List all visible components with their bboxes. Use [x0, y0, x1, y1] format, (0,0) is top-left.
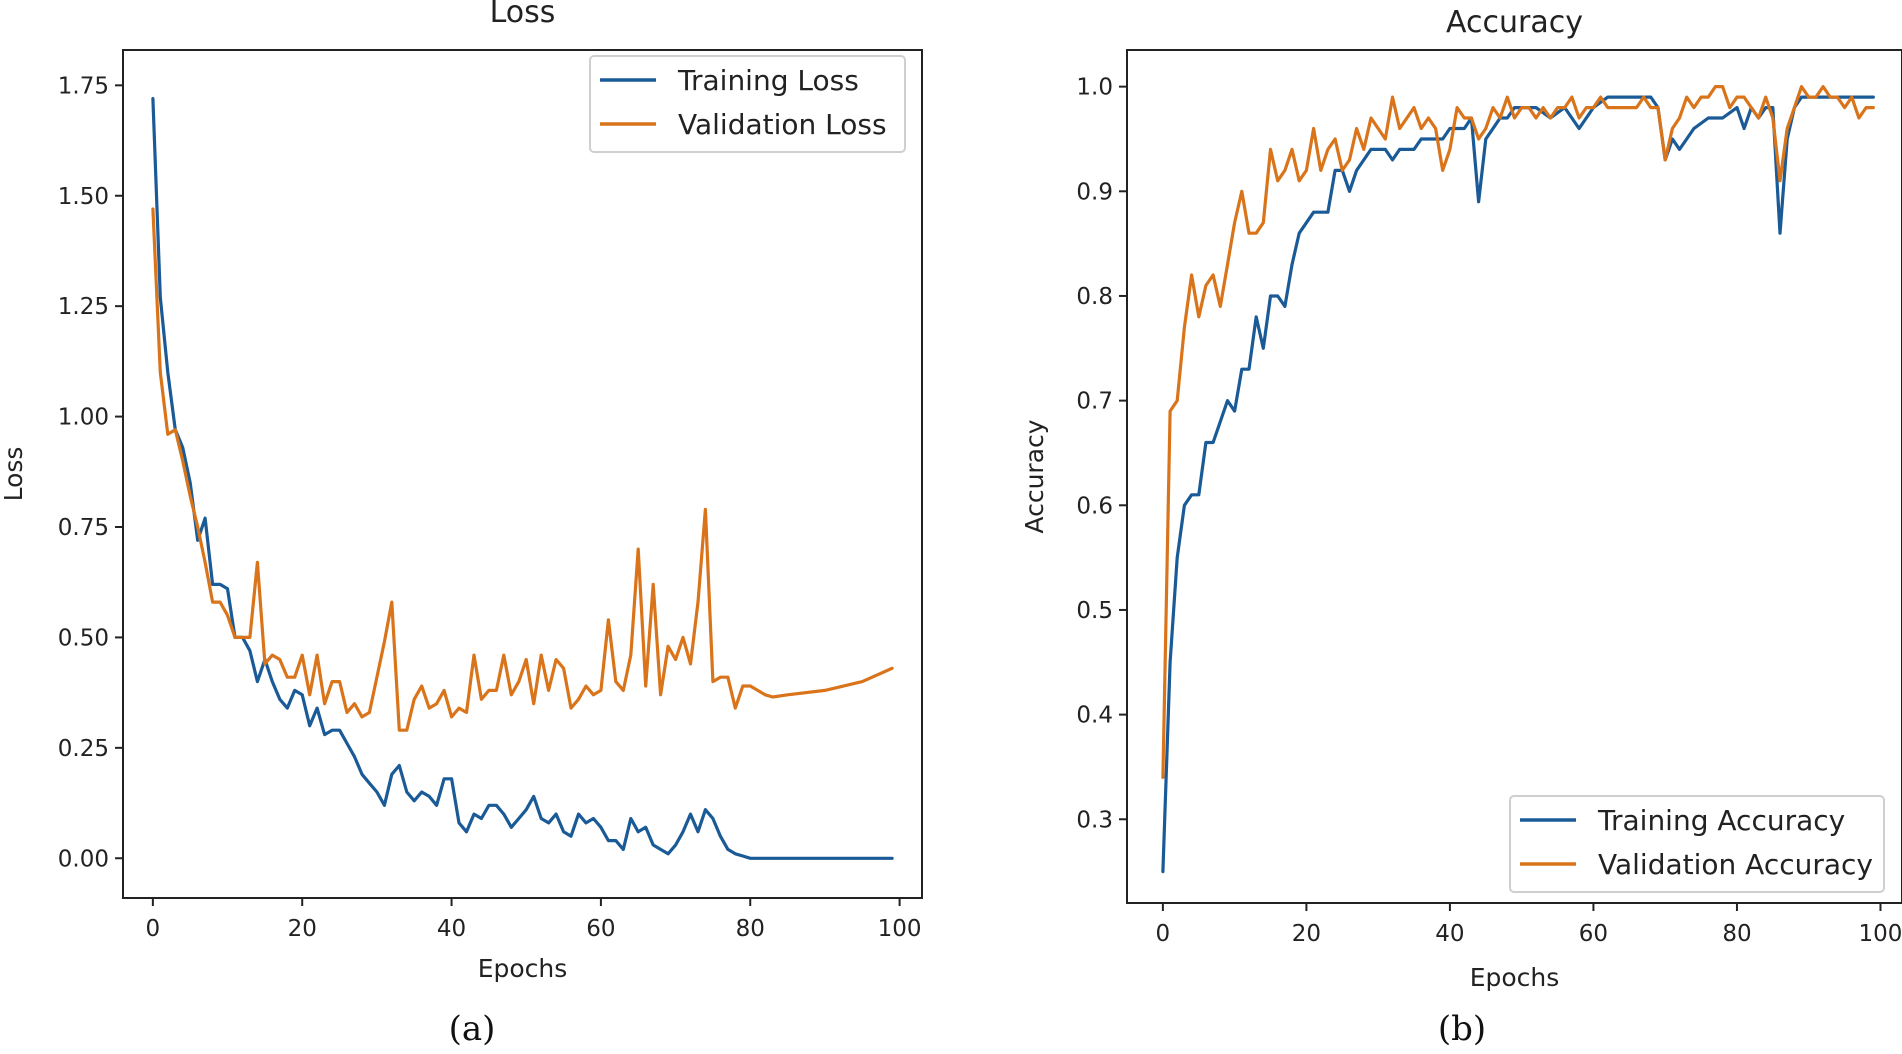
accuracy-x-tick-label: 20: [1292, 921, 1321, 947]
loss-x-tick-label: 80: [736, 916, 765, 942]
loss-x-axis-label: Epochs: [478, 954, 568, 983]
accuracy-chart: Accuracy 0 20 40 60 80 100 0.3 0.4 0.5 0.6 0.7 0.8 0.…: [1020, 5, 1902, 1049]
loss-y-tick-label: 1.00: [58, 405, 109, 431]
loss-chart-title: Loss: [490, 0, 556, 30]
accuracy-x-tick-label: 40: [1435, 921, 1464, 947]
training-loss-legend-label: Training Loss: [677, 64, 859, 97]
training-accuracy-line: [1161, 95, 1875, 874]
accuracy-y-tick-label: 0.8: [1076, 284, 1113, 310]
validation-accuracy-line: [1161, 84, 1875, 780]
accuracy-y-tick-label: 0.5: [1076, 598, 1113, 624]
loss-legend: Training Loss Validation Loss: [589, 55, 906, 153]
accuracy-x-tick-label: 0: [1156, 921, 1171, 947]
loss-legend-box: [589, 55, 906, 153]
accuracy-y-tick-label: 1.0: [1076, 75, 1113, 101]
loss-chart: Loss 0 20 40 60 80 100 0.00 0.25 0.50 0.75 1.00 1.25…: [0, 0, 923, 1049]
loss-x-tick-label: 0: [146, 916, 161, 942]
training-loss-line: [151, 96, 894, 860]
accuracy-y-tick-label: 0.4: [1076, 703, 1113, 729]
accuracy-y-tick-label: 0.9: [1076, 179, 1113, 205]
accuracy-y-axis-label: Accuracy: [1020, 419, 1049, 533]
accuracy-y-tick-label: 0.7: [1076, 389, 1113, 415]
loss-x-tick-label: 60: [586, 916, 615, 942]
accuracy-caption: (b): [1438, 1009, 1486, 1049]
loss-caption: (a): [449, 1009, 496, 1049]
loss-y-tick-label: 1.25: [58, 294, 109, 320]
loss-x-tick-label: 20: [288, 916, 317, 942]
validation-loss-line: [151, 207, 894, 732]
loss-x-tick-label: 100: [878, 916, 922, 942]
accuracy-x-axis-label: Epochs: [1470, 963, 1560, 992]
validation-accuracy-legend-label: Validation Accuracy: [1598, 848, 1873, 881]
accuracy-plot-frame: [1126, 49, 1902, 904]
loss-y-tick-label: 1.75: [58, 73, 109, 99]
accuracy-y-tick-label: 0.3: [1076, 807, 1113, 833]
accuracy-y-tick-label: 0.6: [1076, 493, 1113, 519]
accuracy-legend: Training Accuracy Validation Accuracy: [1509, 795, 1885, 893]
loss-y-tick-label: 0.00: [58, 846, 109, 872]
accuracy-chart-title: Accuracy: [1446, 5, 1583, 40]
training-accuracy-legend-label: Training Accuracy: [1597, 804, 1845, 837]
loss-y-tick-label: 0.75: [58, 515, 109, 541]
accuracy-x-tick-label: 60: [1579, 921, 1608, 947]
loss-x-tick-label: 40: [437, 916, 466, 942]
loss-y-tick-label: 1.50: [58, 184, 109, 210]
validation-loss-legend-label: Validation Loss: [678, 108, 887, 141]
accuracy-x-tick-label: 100: [1859, 921, 1902, 947]
loss-y-tick-label: 0.25: [58, 736, 109, 762]
loss-y-axis-label: Loss: [0, 447, 28, 502]
accuracy-x-tick-label: 80: [1722, 921, 1751, 947]
accuracy-legend-box: [1509, 795, 1885, 893]
loss-y-tick-label: 0.50: [58, 625, 109, 651]
loss-plot-frame: [122, 49, 923, 899]
